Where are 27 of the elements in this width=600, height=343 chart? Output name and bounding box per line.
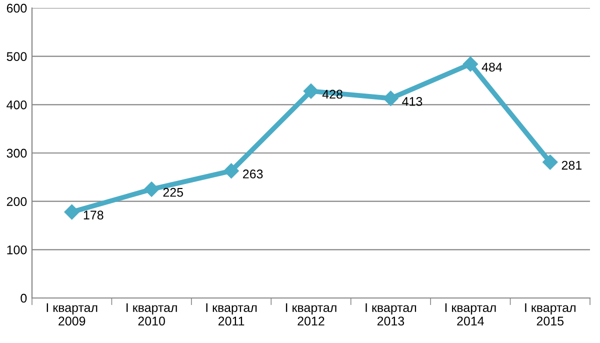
data-label: 263 <box>243 170 263 178</box>
point <box>144 182 160 197</box>
data-label: 281 <box>562 160 582 170</box>
y-tick-label: 300 <box>6 148 27 158</box>
point <box>303 84 319 99</box>
x-tick-label: I квартал 2013 <box>366 303 416 326</box>
x-tick-label: I квартал 2015 <box>525 303 576 326</box>
y-tick-label: 0 <box>20 294 27 303</box>
x-tick-label: I квартал 2012 <box>286 303 336 326</box>
y-tick-label: 600 <box>6 4 27 13</box>
data-label: 225 <box>163 188 184 197</box>
point <box>224 163 239 178</box>
y-tick-label: 200 <box>6 197 27 206</box>
point <box>462 56 478 72</box>
x-tick-label: I квартал 2011 <box>206 303 257 326</box>
data-label: 413 <box>402 97 422 106</box>
x-tick-label: I квартал 2009 <box>46 303 98 326</box>
data-label: 484 <box>482 62 502 72</box>
x-tick-label: I квартал 2014 <box>445 303 496 326</box>
x-tick-label: I квартал 2010 <box>126 303 177 326</box>
point <box>383 90 398 106</box>
data-label: 178 <box>84 210 104 220</box>
point <box>542 154 558 170</box>
y-tick-label: 500 <box>6 52 27 61</box>
point <box>64 204 80 220</box>
y-tick-label: 100 <box>7 245 27 254</box>
y-tick-label: 400 <box>6 100 27 110</box>
